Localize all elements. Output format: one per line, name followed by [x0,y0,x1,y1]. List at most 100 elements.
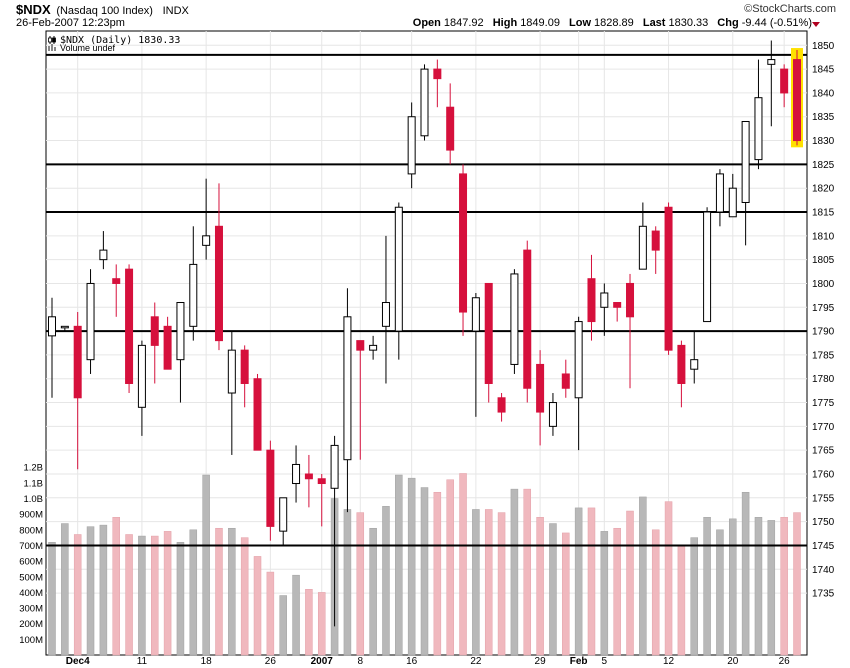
candle-body [715,173,724,213]
date-tick-label: 5 [602,656,608,667]
date-tick-label: 29 [535,656,547,667]
volume-bar [343,509,352,656]
candle-body [446,106,455,151]
symbol-name: (Nasdaq 100 Index) [56,5,153,17]
price-tick-label: 1785 [812,350,835,361]
volume-bar [716,529,724,656]
open-label: Open [412,17,441,29]
candle-body [407,116,416,175]
volume-tick-label: 800M [19,525,43,536]
candle-body [279,497,288,532]
volume-tick-label: 200M [19,619,43,630]
volume-bar [163,531,172,656]
price-tick-label: 1800 [812,279,835,290]
price-tick-label: 1790 [812,327,835,338]
price-tick-label: 1750 [812,517,835,528]
candle-body [381,302,390,327]
symbol-ticker: $NDX [16,2,51,17]
date-tick-label: 2007 [311,656,334,667]
last-value: 1830.33 [668,17,709,29]
date-tick-label: Dec4 [66,656,90,667]
chg-value: -9.44 (-0.51%) [741,17,812,29]
volume-bar [151,535,159,656]
price-tick-label: 1845 [812,65,835,76]
candle-body [356,340,365,351]
volume-bar [112,517,120,656]
volume-bar [600,531,609,656]
candle-body [214,225,223,342]
candle-body [561,373,570,389]
date-tick-label: 8 [357,656,363,667]
candle-body [253,378,262,451]
volume-tick-label: 1.0B [23,494,43,505]
candle-body [484,282,493,384]
candle-body [510,273,519,365]
volume-bar [562,532,570,656]
candlesticks [48,40,803,627]
copyright-link[interactable]: ©StockCharts.com [744,3,836,15]
candle-body [137,344,146,408]
chg-label: Chg [717,17,739,29]
price-axis: 1735 1740 1745 1750 1755 1760 1765 1770 1775 1780… [812,41,835,600]
volume-bar [317,592,326,656]
volume-bar [536,517,544,656]
candle-body [728,187,737,218]
price-tick-label: 1840 [812,88,835,99]
candle-body [304,473,313,480]
volume-tick-label: 400M [19,588,43,599]
date-tick-label: 20 [727,656,739,667]
volume-bar [433,491,442,656]
candle-body [202,235,211,246]
price-tick-label: 1765 [812,446,835,457]
volume-bar [305,589,313,656]
candle-body [317,478,326,485]
volume-bar [613,527,621,656]
date-tick-label: 11 [137,656,148,667]
candle-body [369,344,378,351]
volume-bar [459,473,467,656]
volume-bar [703,517,711,656]
volume-axis: 100M 200M 300M 400M 500M 600M 700M 800M 900M 1.0B… [19,463,43,646]
candle-body [343,316,352,461]
price-tick-label: 1770 [812,422,835,433]
candle-body [176,302,185,361]
volume-bar [780,517,788,656]
date-axis: Dec4 11 18 26 2007 8 16 22 29 Feb 5 12 20 26 [66,656,790,667]
volume-bar [587,507,596,656]
volume-bar [754,517,763,656]
volume-bar [215,527,223,656]
candle-body [664,206,673,351]
date-tick-label: 22 [470,656,482,667]
candle-body [240,349,249,384]
volume-bar [664,501,673,656]
volume-bar [523,488,532,656]
candle-body [703,211,712,323]
legend-volume: Volume undef [60,43,116,53]
volume-tick-label: 500M [19,572,43,583]
price-tick-label: 1740 [812,565,835,576]
candle-body [459,173,468,313]
candle-body [60,325,69,329]
price-tick-label: 1805 [812,255,835,266]
candle-body [600,292,609,308]
candle-body [767,59,776,65]
price-tick-label: 1850 [812,41,835,52]
candle-body [574,321,583,399]
candle-body [86,282,95,361]
volume-bar [651,529,660,656]
candle-body [99,249,108,261]
horizontal-lines [46,53,807,547]
symbol-title: $NDX (Nasdaq 100 Index) INDX [16,2,189,17]
candle-body [651,230,660,251]
candle-body [163,325,172,370]
volume-tick-label: 1.1B [23,478,43,489]
price-tick-label: 1775 [812,398,835,409]
candle-body [433,68,442,80]
volume-tick-label: 900M [19,510,43,521]
candle-body [626,282,635,318]
candle-body [523,249,532,389]
price-tick-label: 1780 [812,374,835,385]
volume-bar [420,487,429,656]
volume-bar [189,529,198,656]
